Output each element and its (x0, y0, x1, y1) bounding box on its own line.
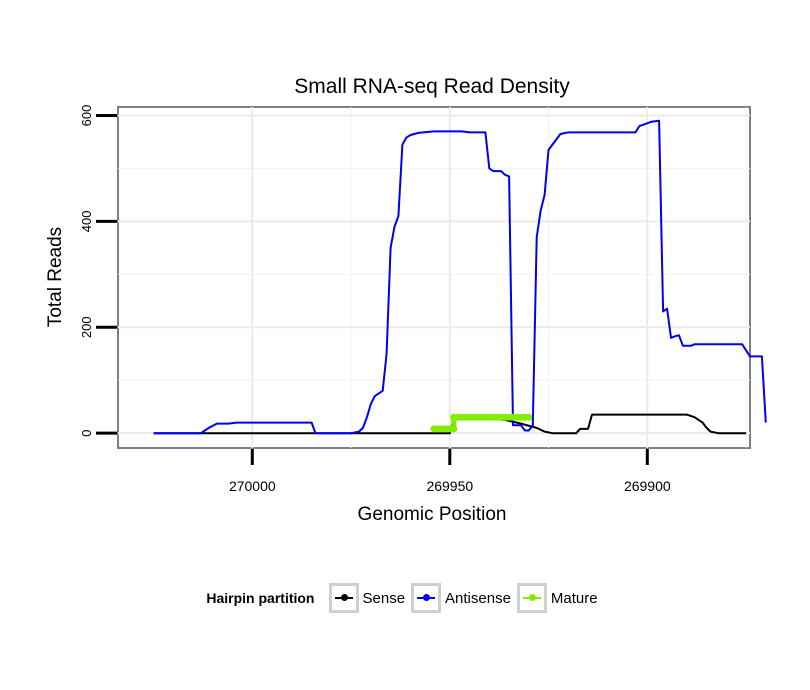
legend-key-antisense (411, 583, 442, 613)
legend-label-mature: Mature (550, 589, 598, 607)
x-tick-label: 269950 (426, 478, 473, 494)
legend-key-sense (328, 583, 359, 613)
y-tick-label: 600 (79, 105, 94, 127)
plot-panel (117, 106, 751, 449)
legend-label-antisense: Antisense (445, 589, 511, 607)
series-line-antisense (153, 119, 767, 435)
legend-label-sense: Sense (362, 589, 406, 607)
y-axis-label: Total Reads (45, 227, 66, 327)
series-points-mature (430, 413, 533, 433)
data-point-mature (525, 413, 533, 421)
legend-item-antisense: Antisense (411, 583, 511, 613)
legend-key-mature (516, 583, 547, 613)
axis-layer: 0 200 400 600 270000 269950 269900 (79, 105, 671, 494)
data-point-mature (450, 425, 458, 433)
legend-item-sense: Sense (328, 583, 406, 613)
legend-title: Hairpin partition (206, 590, 315, 606)
y-tick-label: 0 (79, 430, 94, 437)
y-tick-label: 400 (79, 211, 94, 233)
series-layer (153, 119, 767, 435)
x-tick-label: 270000 (229, 478, 276, 494)
chart-title: Small RNA-seq Read Density (294, 75, 570, 98)
legend-item-mature: Mature (516, 583, 598, 613)
x-axis-label: Genomic Position (358, 504, 507, 525)
x-tick-label: 269900 (624, 478, 671, 494)
legend: Hairpin partition Sense Antisense Mature (0, 578, 810, 618)
y-tick-label: 200 (79, 316, 94, 338)
